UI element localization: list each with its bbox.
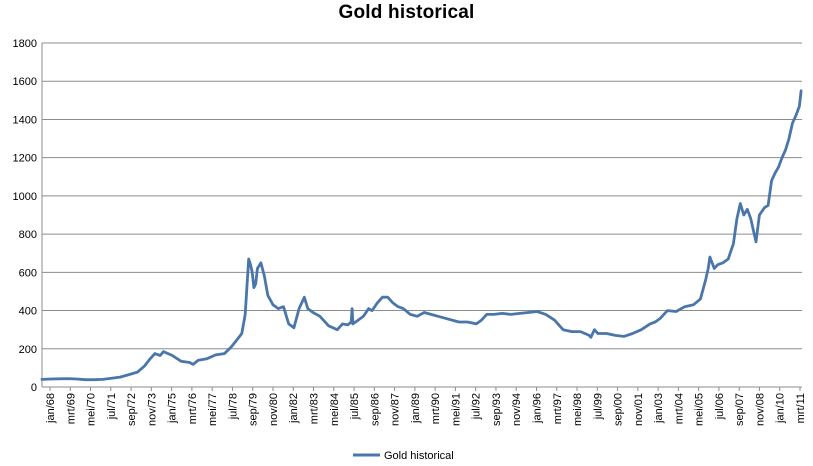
x-tick-label: jan/10 [775,393,787,424]
x-tick-label: nov/94 [511,393,523,426]
x-tick-label: nov/01 [633,393,645,426]
x-tick-label: jul/78 [227,393,239,420]
x-tick-label: mrt/69 [65,393,77,424]
series-line [40,89,803,382]
x-tick-label: mei/70 [86,393,98,426]
x-tick-label: mei/84 [329,393,341,426]
x-tick-label: jul/06 [714,393,726,420]
y-tick-label: 800 [19,229,37,241]
x-tick-label: jul/99 [592,393,604,420]
x-tick-label: mrt/83 [309,393,321,424]
x-tick-label: mrt/76 [187,393,199,424]
y-tick-label: 200 [19,344,37,356]
y-tick-label: 1800 [13,38,37,50]
x-tick-label: jan/96 [531,393,543,424]
legend-label: Gold historical [384,450,454,462]
x-tick-label: jan/68 [45,393,57,424]
x-tick-label: nov/08 [754,393,766,426]
x-tick-label: mei/98 [572,393,584,426]
x-tick-label: mei/05 [694,393,706,426]
y-tick-label: 600 [19,267,37,279]
x-tick-label: sep/72 [126,393,138,426]
x-tick-label: nov/87 [390,393,402,426]
x-tick-label: nov/80 [268,393,280,426]
x-tick-label: sep/00 [613,393,625,426]
x-tick-label: jul/71 [106,393,118,420]
y-tick-label: 0 [31,382,37,394]
y-tick-label: 1600 [13,76,37,88]
x-tick-label: mrt/90 [430,393,442,424]
y-tick-label: 1200 [13,153,37,165]
x-tick-label: nov/73 [146,393,158,426]
y-tick-label: 1400 [13,114,37,126]
x-tick-label: jan/03 [653,393,665,424]
x-tick-label: jul/85 [349,393,361,420]
y-tick-label: 1000 [13,191,37,203]
x-tick-label: sep/93 [491,393,503,426]
x-tick-label: jan/82 [288,393,300,424]
y-tick-label: 400 [19,306,37,318]
x-tick-label: mrt/04 [673,393,685,424]
x-tick-label: mei/91 [450,393,462,426]
x-tick-label: jan/89 [410,393,422,424]
x-tick-label: sep/07 [734,393,746,426]
x-tick-label: mei/77 [207,393,219,426]
x-tick-label: sep/86 [369,393,381,426]
x-tick-label: mrt/97 [552,393,564,424]
x-tick-label: sep/79 [248,393,260,426]
x-tick-label: mrt/11 [795,393,807,423]
x-tick-label: jan/75 [167,393,179,424]
x-tick-label: jul/92 [471,393,483,420]
chart-title: Gold historical [338,2,475,23]
